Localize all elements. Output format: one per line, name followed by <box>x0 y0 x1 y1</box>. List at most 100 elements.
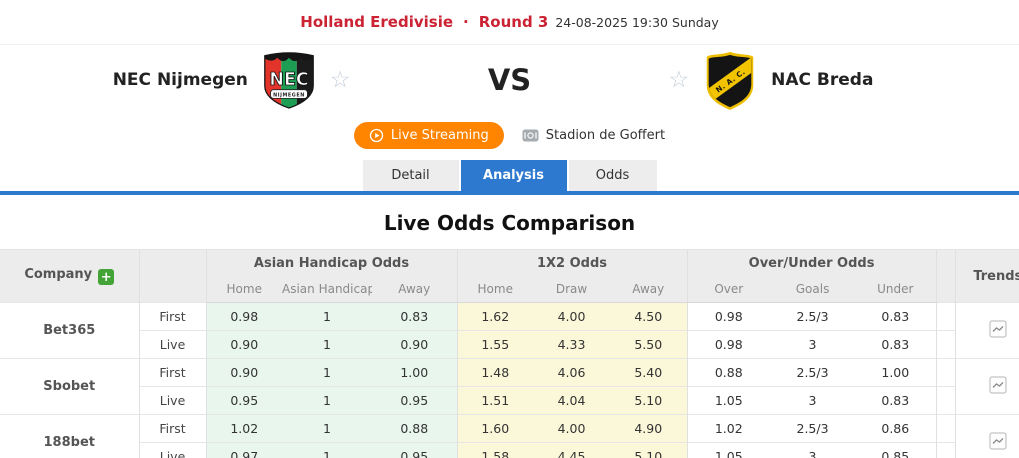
odds-cell: 0.98 <box>205 302 282 331</box>
odds-cell: 0.85 <box>855 442 937 458</box>
odds-cell: 1 <box>282 358 372 387</box>
group-header-1x2: 1X2 Odds <box>456 249 688 276</box>
teams-row: NEC Nijmegen NEC NIJMEGEN ☆ VS ☆ <box>0 45 1019 115</box>
odds-cell: 5.10 <box>610 442 688 458</box>
spacer-cell <box>935 302 956 331</box>
play-icon <box>369 128 384 142</box>
league-name[interactable]: Holland Eredivisie <box>300 13 454 31</box>
company-name[interactable]: Bet365 <box>0 302 139 359</box>
active-tab-underline <box>0 191 1019 195</box>
match-header: Holland Eredivisie · Round 3 24-08-2025 … <box>0 0 1019 45</box>
odds-cell: 4.33 <box>533 330 610 359</box>
col-header-ah-home: Home <box>205 276 282 303</box>
table-row: Live 0.95 1 0.95 1.51 4.04 5.10 1.05 3 0… <box>0 386 1019 415</box>
odds-cell: 2.5/3 <box>770 358 856 387</box>
odds-cell: 4.00 <box>533 302 610 331</box>
trends-chart-button[interactable] <box>989 432 1007 450</box>
odds-cell: 0.83 <box>855 302 937 331</box>
table-row: Sbobet First 0.90 1 1.00 1.48 4.06 5.40 … <box>0 358 1019 415</box>
home-logo-text: NEC <box>269 70 308 90</box>
trends-chart-button[interactable] <box>989 376 1007 394</box>
home-favorite-star-icon[interactable]: ☆ <box>329 66 351 93</box>
odds-cell: 3 <box>770 386 856 415</box>
odds-cell: 5.10 <box>610 386 688 415</box>
odds-cell: 0.83 <box>372 302 457 331</box>
odds-cell: 1.51 <box>456 386 533 415</box>
odds-cell: 0.98 <box>686 302 771 331</box>
home-team-block: NEC Nijmegen NEC NIJMEGEN ☆ <box>0 49 351 111</box>
venue: Stadion de Goffert <box>522 128 665 143</box>
odds-cell: 0.97 <box>205 442 282 458</box>
live-streaming-button[interactable]: Live Streaming <box>353 121 504 149</box>
vs-label: VS <box>487 63 532 97</box>
trends-chart-button[interactable] <box>989 320 1007 338</box>
away-team-block: ☆ N. A. C. NAC Breda <box>669 49 1019 111</box>
spacer-cell <box>935 414 956 443</box>
odds-cell: 1 <box>282 414 372 443</box>
row-type: First <box>138 414 206 443</box>
odds-cell: 1.62 <box>456 302 533 331</box>
odds-cell: 0.88 <box>686 358 771 387</box>
add-company-button[interactable]: + <box>98 269 115 286</box>
table-row: 188bet First 1.02 1 0.88 1.60 4.00 4.90 … <box>0 414 1019 458</box>
round-label: Round 3 <box>478 13 549 31</box>
spacer-column <box>935 249 956 303</box>
trends-cell <box>954 302 1019 359</box>
home-team-logo: NEC NIJMEGEN <box>264 52 314 109</box>
odds-cell: 1.00 <box>372 358 457 387</box>
odds-cell: 4.45 <box>533 442 610 458</box>
table-row: Live 0.97 1 0.95 1.58 4.45 5.10 1.05 3 0… <box>0 442 1019 458</box>
row-type: Live <box>138 386 206 415</box>
odds-cell: 4.00 <box>533 414 610 443</box>
table-row: Live 0.90 1 0.90 1.55 4.33 5.50 0.98 3 0… <box>0 330 1019 359</box>
odds-cell: 1.00 <box>855 358 937 387</box>
odds-cell: 0.88 <box>372 414 457 443</box>
odds-cell: 1 <box>282 302 372 331</box>
odds-cell: 1.02 <box>205 414 282 443</box>
row-type: First <box>138 302 206 331</box>
odds-cell: 4.06 <box>533 358 610 387</box>
col-header-ou-goals: Goals <box>770 276 856 303</box>
odds-cell: 1 <box>282 386 372 415</box>
tab-odds[interactable]: Odds <box>568 160 657 191</box>
odds-cell: 0.95 <box>372 386 457 415</box>
odds-cell: 4.04 <box>533 386 610 415</box>
company-name[interactable]: 188bet <box>0 414 139 458</box>
odds-cell: 0.83 <box>855 386 937 415</box>
odds-cell: 1.05 <box>686 442 771 458</box>
odds-cell: 2.5/3 <box>770 302 856 331</box>
odds-cell: 0.90 <box>205 330 282 359</box>
trends-cell <box>954 414 1019 458</box>
home-logo-banner: NIJMEGEN <box>273 92 305 98</box>
company-name[interactable]: Sbobet <box>0 358 139 415</box>
live-streaming-label: Live Streaming <box>390 127 489 143</box>
away-team-logo: N. A. C. <box>706 51 754 111</box>
row-type: First <box>138 358 206 387</box>
stadium-icon <box>522 129 539 141</box>
odds-cell: 0.90 <box>205 358 282 387</box>
tab-analysis[interactable]: Analysis <box>460 160 567 191</box>
odds-cell: 1.05 <box>686 386 771 415</box>
odds-comparison-table: Company + Asian Handicap Odds 1X2 Odds Ov… <box>0 249 1019 458</box>
trend-chart-icon <box>989 320 1007 338</box>
tab-bar: Detail Analysis Odds <box>0 160 1019 191</box>
odds-cell: 0.86 <box>855 414 937 443</box>
row-type: Live <box>138 442 206 458</box>
stream-row: Live Streaming Stadion de Goffert <box>0 115 1019 155</box>
group-header-asian-handicap: Asian Handicap Odds <box>205 249 457 276</box>
odds-cell: 2.5/3 <box>770 414 856 443</box>
col-header-ou-over: Over <box>686 276 771 303</box>
col-header-1x2-away: Away <box>610 276 688 303</box>
trends-column-header: Trends <box>954 249 1019 303</box>
odds-cell: 5.50 <box>610 330 688 359</box>
away-team-name: NAC Breda <box>771 70 874 90</box>
away-favorite-star-icon[interactable]: ☆ <box>668 66 690 93</box>
spacer-cell <box>935 386 956 415</box>
odds-cell: 1.02 <box>686 414 771 443</box>
tab-detail[interactable]: Detail <box>362 160 459 191</box>
odds-cell: 1.58 <box>456 442 533 458</box>
section-title: Live Odds Comparison <box>383 211 636 235</box>
spacer-cell <box>935 330 956 359</box>
odds-cell: 0.98 <box>686 330 771 359</box>
